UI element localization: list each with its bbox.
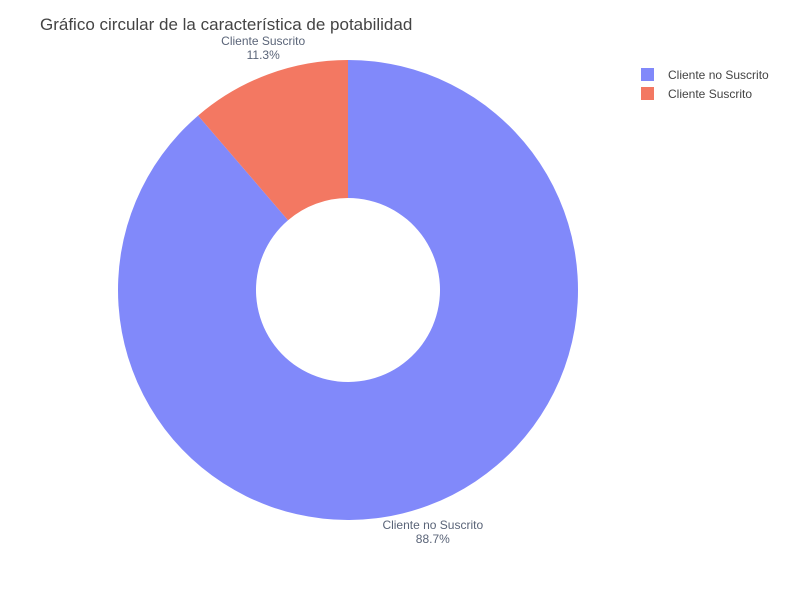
slice-percent-cliente-suscrito: 11.3%	[247, 48, 280, 62]
slice-cliente-no-suscrito[interactable]	[118, 60, 579, 520]
legend[interactable]: Cliente no Suscrito Cliente Suscrito	[641, 68, 769, 101]
pie-slices	[118, 60, 579, 520]
slice-cliente-suscrito[interactable]	[198, 60, 348, 221]
legend-item-suscrito[interactable]: Cliente Suscrito	[641, 87, 752, 101]
legend-item-no-suscrito[interactable]: Cliente no Suscrito	[641, 68, 769, 82]
legend-swatch-suscrito	[641, 87, 654, 100]
legend-label-suscrito: Cliente Suscrito	[668, 87, 752, 101]
legend-swatch-no-suscrito	[641, 68, 654, 81]
slice-label-cliente-no-suscrito: Cliente no Suscrito	[382, 518, 483, 532]
slice-label-cliente-suscrito: Cliente Suscrito	[221, 34, 305, 48]
chart-title: Gráfico circular de la característica de…	[40, 15, 412, 34]
slice-percent-cliente-no-suscrito: 88.7%	[416, 532, 450, 546]
legend-label-no-suscrito: Cliente no Suscrito	[668, 68, 769, 82]
